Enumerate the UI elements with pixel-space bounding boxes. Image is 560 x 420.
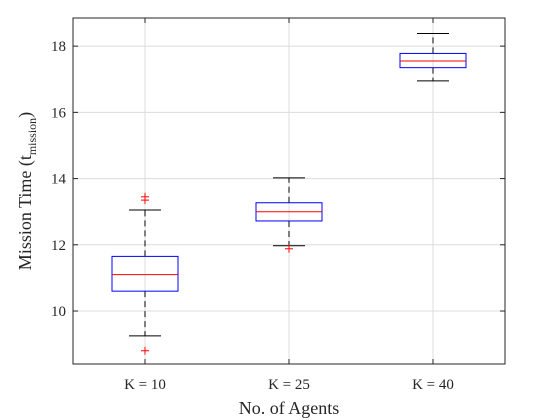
y-axis-label: Mission Time (tmission) bbox=[15, 112, 39, 270]
y-tick-label: 10 bbox=[51, 304, 66, 320]
y-axis-label-subscript: mission bbox=[25, 118, 39, 155]
outlier-marker bbox=[141, 193, 149, 201]
x-tick-label: K = 40 bbox=[412, 377, 454, 393]
x-axis-label: No. of Agents bbox=[239, 398, 340, 418]
y-tick-label: 18 bbox=[51, 39, 66, 55]
x-tick-label: K = 25 bbox=[268, 377, 310, 393]
y-tick-label: 14 bbox=[51, 172, 67, 188]
y-tick-label: 12 bbox=[51, 238, 66, 254]
x-tick-label: K = 10 bbox=[124, 377, 166, 393]
y-tick-label: 16 bbox=[51, 105, 67, 121]
y-axis-label-main: Mission Time (t bbox=[15, 155, 36, 270]
outlier-marker bbox=[141, 347, 149, 355]
y-axis-label-close: ) bbox=[15, 112, 36, 118]
